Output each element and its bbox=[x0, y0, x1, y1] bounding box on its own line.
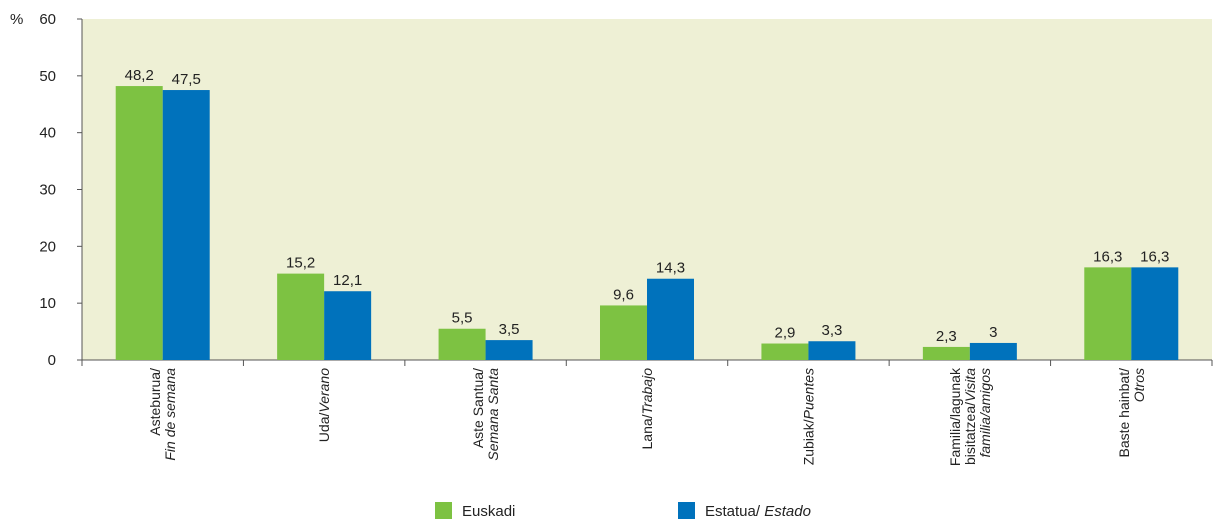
category-labels: Asteburua/Fin de semana Uda/Verano Aste Sa… bbox=[147, 367, 1147, 466]
bar-value-label: 3 bbox=[989, 324, 997, 341]
bars-group: 48,2 15,2 5,5 9,6 2,9 2,3 16,3 47,5 12,1 3,5 14,3 3… bbox=[115, 67, 1179, 361]
category-label-line: Uda/Verano bbox=[316, 368, 332, 442]
bar-value-label: 3,5 bbox=[499, 321, 520, 338]
category-label-2: Aste Santua/Semana Santa bbox=[470, 368, 501, 461]
category-label-line: familia/amigos bbox=[977, 368, 993, 457]
bar-euskadi-0 bbox=[115, 86, 163, 361]
category-label-line: Familia/lagunak bbox=[947, 367, 963, 466]
category-label-0: Asteburua/Fin de semana bbox=[147, 368, 178, 461]
category-label-line: Asteburua/ bbox=[147, 368, 163, 436]
bar-estatua-2 bbox=[485, 340, 533, 360]
bar-value-label: 5,5 bbox=[452, 310, 473, 327]
y-axis: 0 10 20 30 40 50 60 bbox=[39, 11, 83, 369]
legend: Euskadi Estatua/ Estado bbox=[435, 502, 811, 520]
bar-euskadi-1 bbox=[277, 273, 325, 360]
category-label-line: bisitatzea/Visita bbox=[962, 368, 978, 465]
legend-label-1: Estatua/ Estado bbox=[705, 503, 811, 520]
bar-euskadi-2 bbox=[438, 328, 486, 360]
bar-value-label: 16,3 bbox=[1140, 248, 1169, 265]
y-tick-label: 30 bbox=[39, 182, 56, 199]
category-label-6: Baste hainbat/Otros bbox=[1116, 368, 1147, 458]
bar-estatua-0 bbox=[162, 90, 210, 361]
category-label-4: Zubiak/Puentes bbox=[800, 368, 816, 465]
bar-value-label: 3,3 bbox=[821, 322, 842, 339]
y-tick-label: 60 bbox=[39, 11, 56, 28]
category-label-5: Familia/lagunak bisitatzea/Visita familia/… bbox=[947, 367, 993, 466]
legend-swatch-1 bbox=[678, 502, 695, 519]
bar-value-label: 2,9 bbox=[774, 325, 795, 342]
category-label-line: Zubiak/Puentes bbox=[800, 368, 816, 465]
bar-value-label: 47,5 bbox=[172, 71, 201, 88]
y-tick-label: 10 bbox=[39, 295, 56, 312]
y-tick-label: 40 bbox=[39, 125, 56, 142]
category-label-line: Lana/Trabajo bbox=[639, 368, 655, 450]
category-label-line: Aste Santua/ bbox=[470, 368, 486, 448]
bar-estatua-6 bbox=[1131, 267, 1179, 360]
category-label-line: Semana Santa bbox=[485, 368, 501, 461]
bar-estatua-4 bbox=[808, 341, 856, 360]
x-axis bbox=[81, 359, 1213, 366]
bar-value-label: 2,3 bbox=[936, 328, 957, 345]
y-tick-label: 0 bbox=[48, 352, 56, 369]
legend-swatch-0 bbox=[435, 502, 452, 519]
category-label-line: Otros bbox=[1131, 368, 1147, 402]
bar-euskadi-3 bbox=[600, 305, 647, 360]
bar-estatua-3 bbox=[647, 278, 694, 360]
bar-euskadi-6 bbox=[1084, 267, 1132, 360]
bar-value-label: 16,3 bbox=[1093, 248, 1122, 265]
bar-value-label: 14,3 bbox=[656, 260, 685, 277]
y-tick-label: 50 bbox=[39, 68, 56, 85]
category-label-1: Uda/Verano bbox=[316, 368, 332, 442]
category-label-line: Baste hainbat/ bbox=[1116, 368, 1132, 458]
bar-estatua-1 bbox=[324, 291, 372, 360]
bar-estatua-5 bbox=[969, 342, 1017, 360]
bar-euskadi-5 bbox=[922, 346, 970, 360]
y-axis-unit-label: % bbox=[10, 11, 23, 28]
bar-euskadi-4 bbox=[761, 343, 809, 360]
bar-value-label: 15,2 bbox=[286, 255, 315, 272]
bar-value-label: 12,1 bbox=[333, 272, 362, 289]
y-tick-label: 20 bbox=[39, 238, 56, 255]
category-label-line: Fin de semana bbox=[162, 368, 178, 461]
bar-value-label: 9,6 bbox=[613, 286, 634, 303]
bar-value-label: 48,2 bbox=[125, 67, 154, 84]
category-label-3: Lana/Trabajo bbox=[639, 368, 655, 450]
legend-label-0: Euskadi bbox=[462, 503, 515, 520]
